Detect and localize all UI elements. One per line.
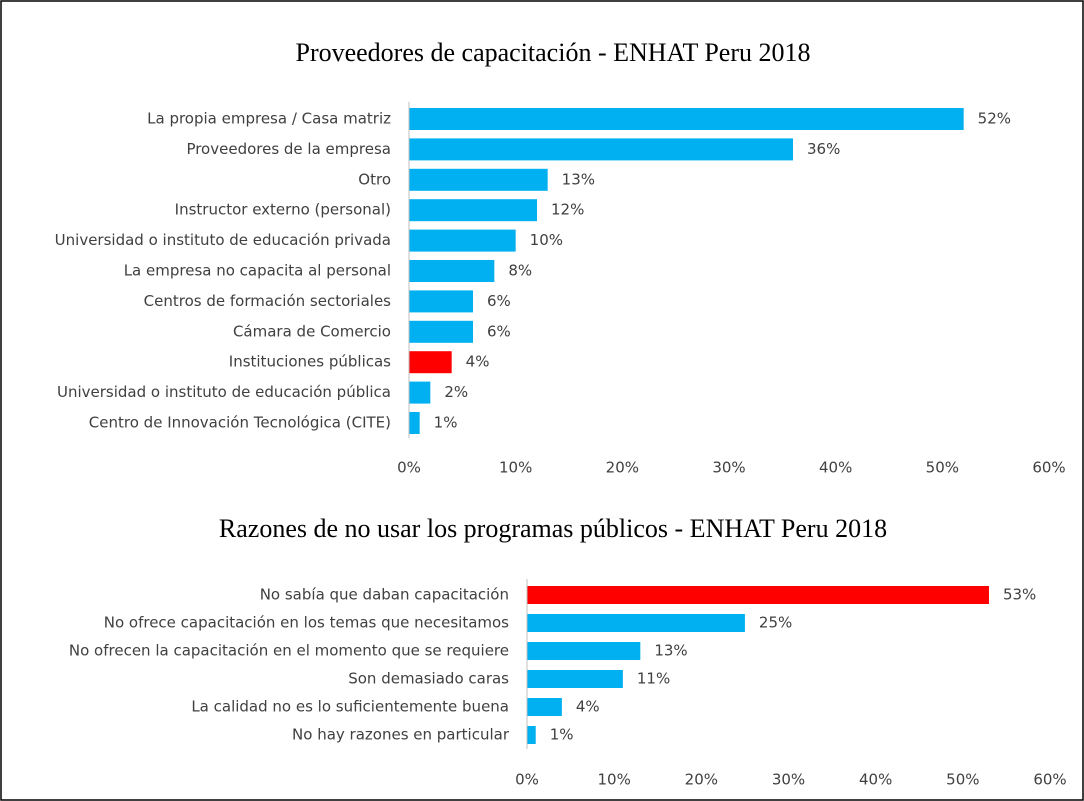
x-tick-label: 50% — [946, 771, 979, 789]
category-label: No ofrecen la capacitación en el momento… — [69, 642, 509, 660]
bar — [409, 412, 420, 434]
bar — [409, 260, 495, 282]
bar — [527, 670, 623, 688]
chart-title: Razones de no usar los programas público… — [219, 514, 887, 543]
x-tick-label: 0% — [515, 771, 539, 789]
bar — [409, 351, 452, 374]
category-label: No ofrece capacitación en los temas que … — [104, 614, 509, 632]
x-tick-label: 50% — [926, 459, 959, 477]
bar — [527, 614, 745, 632]
data-label: 6% — [487, 292, 511, 310]
bar — [409, 290, 473, 313]
category-label: Otro — [358, 170, 391, 188]
data-label: 4% — [576, 698, 600, 716]
category-label: La propia empresa / Casa matriz — [147, 110, 391, 128]
x-tick-label: 40% — [859, 771, 892, 789]
data-label: 4% — [466, 353, 490, 371]
chart-title: Proveedores de capacitación - ENHAT Peru… — [295, 38, 810, 67]
data-label: 53% — [1003, 586, 1036, 604]
x-tick-label: 60% — [1032, 459, 1065, 477]
category-label: Centro de Innovación Tecnológica (CITE) — [89, 414, 391, 432]
bar — [409, 381, 431, 404]
bar — [409, 199, 537, 222]
x-tick-label: 30% — [712, 459, 745, 477]
category-label: Son demasiado caras — [348, 670, 509, 688]
category-label: Proveedores de la empresa — [186, 140, 391, 158]
data-label: 12% — [551, 201, 584, 219]
bar — [409, 108, 964, 130]
data-label: 25% — [759, 614, 792, 632]
data-label: 10% — [530, 231, 563, 249]
bar — [409, 168, 548, 191]
category-label: Instituciones públicas — [229, 353, 391, 371]
bar — [409, 138, 793, 161]
bar — [527, 698, 562, 716]
category-label: Universidad o instituto de educación pri… — [55, 231, 391, 249]
data-label: 1% — [550, 726, 574, 744]
category-label: Cámara de Comercio — [233, 322, 391, 340]
category-label: Centros de formación sectoriales — [144, 292, 392, 310]
bar — [409, 320, 473, 343]
x-tick-label: 10% — [499, 459, 532, 477]
category-label: No hay razones en particular — [292, 726, 510, 744]
category-label: No sabía que daban capacitación — [260, 586, 509, 604]
data-label: 36% — [807, 140, 840, 158]
data-label: 13% — [562, 170, 595, 188]
data-label: 11% — [637, 670, 670, 688]
x-tick-label: 20% — [685, 771, 718, 789]
bar — [527, 586, 989, 604]
category-label: Instructor externo (personal) — [175, 201, 391, 219]
x-tick-label: 20% — [606, 459, 639, 477]
bar — [527, 726, 536, 744]
data-label: 8% — [508, 262, 532, 280]
data-label: 13% — [654, 642, 687, 660]
data-label: 6% — [487, 322, 511, 340]
bar — [409, 229, 516, 252]
x-tick-label: 0% — [397, 459, 421, 477]
data-label: 1% — [434, 414, 458, 432]
x-tick-label: 40% — [819, 459, 852, 477]
category-label: Universidad o instituto de educación púb… — [57, 383, 391, 401]
bar — [527, 642, 641, 660]
data-label: 2% — [444, 383, 468, 401]
data-label: 52% — [978, 110, 1011, 128]
category-label: La calidad no es lo suficientemente buen… — [191, 698, 509, 716]
x-tick-label: 60% — [1033, 771, 1066, 789]
x-tick-label: 30% — [772, 771, 805, 789]
category-label: La empresa no capacita al personal — [124, 262, 391, 280]
x-tick-label: 10% — [597, 771, 630, 789]
